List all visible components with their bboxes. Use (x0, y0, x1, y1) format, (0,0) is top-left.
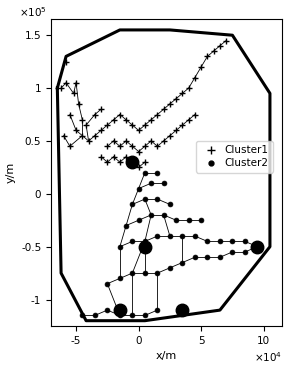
Cluster2 (124, 223, 128, 228)
Cluster1 (59, 86, 63, 90)
Cluster2 (193, 255, 197, 259)
Cluster2 (156, 271, 159, 275)
Cluster2 (149, 181, 153, 185)
Y-axis label: y/m: y/m (5, 162, 16, 183)
Cluster2 (231, 250, 234, 254)
Cluster1 (93, 134, 96, 138)
Cluster2 (118, 313, 122, 318)
Text: $\times10^4$: $\times10^4$ (254, 350, 283, 364)
Cluster2 (218, 255, 222, 259)
Cluster2 (81, 313, 84, 318)
Cluster2 (193, 234, 197, 238)
Cluster2 (118, 244, 122, 249)
Cluster1 (224, 38, 228, 43)
Cluster2 (143, 313, 147, 318)
Cluster2 (168, 234, 172, 238)
Cluster2 (156, 234, 159, 238)
Cluster2 (168, 266, 172, 270)
Cluster2 (199, 218, 203, 222)
Cluster1 (137, 128, 140, 132)
Cluster2 (131, 202, 134, 206)
Cluster2 (106, 308, 109, 312)
Cluster2 (256, 244, 259, 249)
Cluster1 (99, 155, 103, 159)
Cluster2 (131, 271, 134, 275)
Cluster2 (187, 218, 190, 222)
Text: $\times10^5$: $\times10^5$ (18, 6, 46, 20)
Cluster2 (175, 218, 178, 222)
Cluster1 (206, 54, 209, 59)
Cluster1 (68, 144, 72, 148)
Cluster2 (181, 234, 184, 238)
Legend: Cluster1, Cluster2: Cluster1, Cluster2 (196, 141, 273, 173)
Cluster2 (137, 186, 140, 191)
Cluster2 (93, 313, 96, 318)
Cluster2 (137, 218, 140, 222)
Cluster2 (218, 239, 222, 244)
Cluster2 (143, 170, 147, 175)
Line: Cluster1: Cluster1 (58, 37, 230, 171)
Cluster2 (156, 197, 159, 201)
Cluster2 (168, 202, 172, 206)
Cluster2 (118, 276, 122, 281)
Cluster2 (162, 213, 165, 217)
Cluster1 (143, 160, 147, 164)
X-axis label: x/m: x/m (156, 351, 177, 361)
Cluster1 (99, 107, 103, 112)
Cluster2 (156, 308, 159, 312)
Cluster2 (206, 255, 209, 259)
Cluster2 (143, 239, 147, 244)
Cluster2 (181, 260, 184, 265)
Cluster2 (131, 239, 134, 244)
Cluster2 (149, 213, 153, 217)
Line: Cluster2: Cluster2 (80, 170, 260, 318)
Cluster1 (137, 165, 140, 170)
Cluster2 (143, 197, 147, 201)
Cluster2 (243, 250, 247, 254)
Cluster2 (106, 282, 109, 286)
Cluster2 (162, 181, 165, 185)
Cluster2 (143, 271, 147, 275)
Cluster2 (243, 239, 247, 244)
Cluster2 (156, 170, 159, 175)
Cluster2 (206, 239, 209, 244)
Cluster2 (231, 239, 234, 244)
Cluster2 (131, 313, 134, 318)
